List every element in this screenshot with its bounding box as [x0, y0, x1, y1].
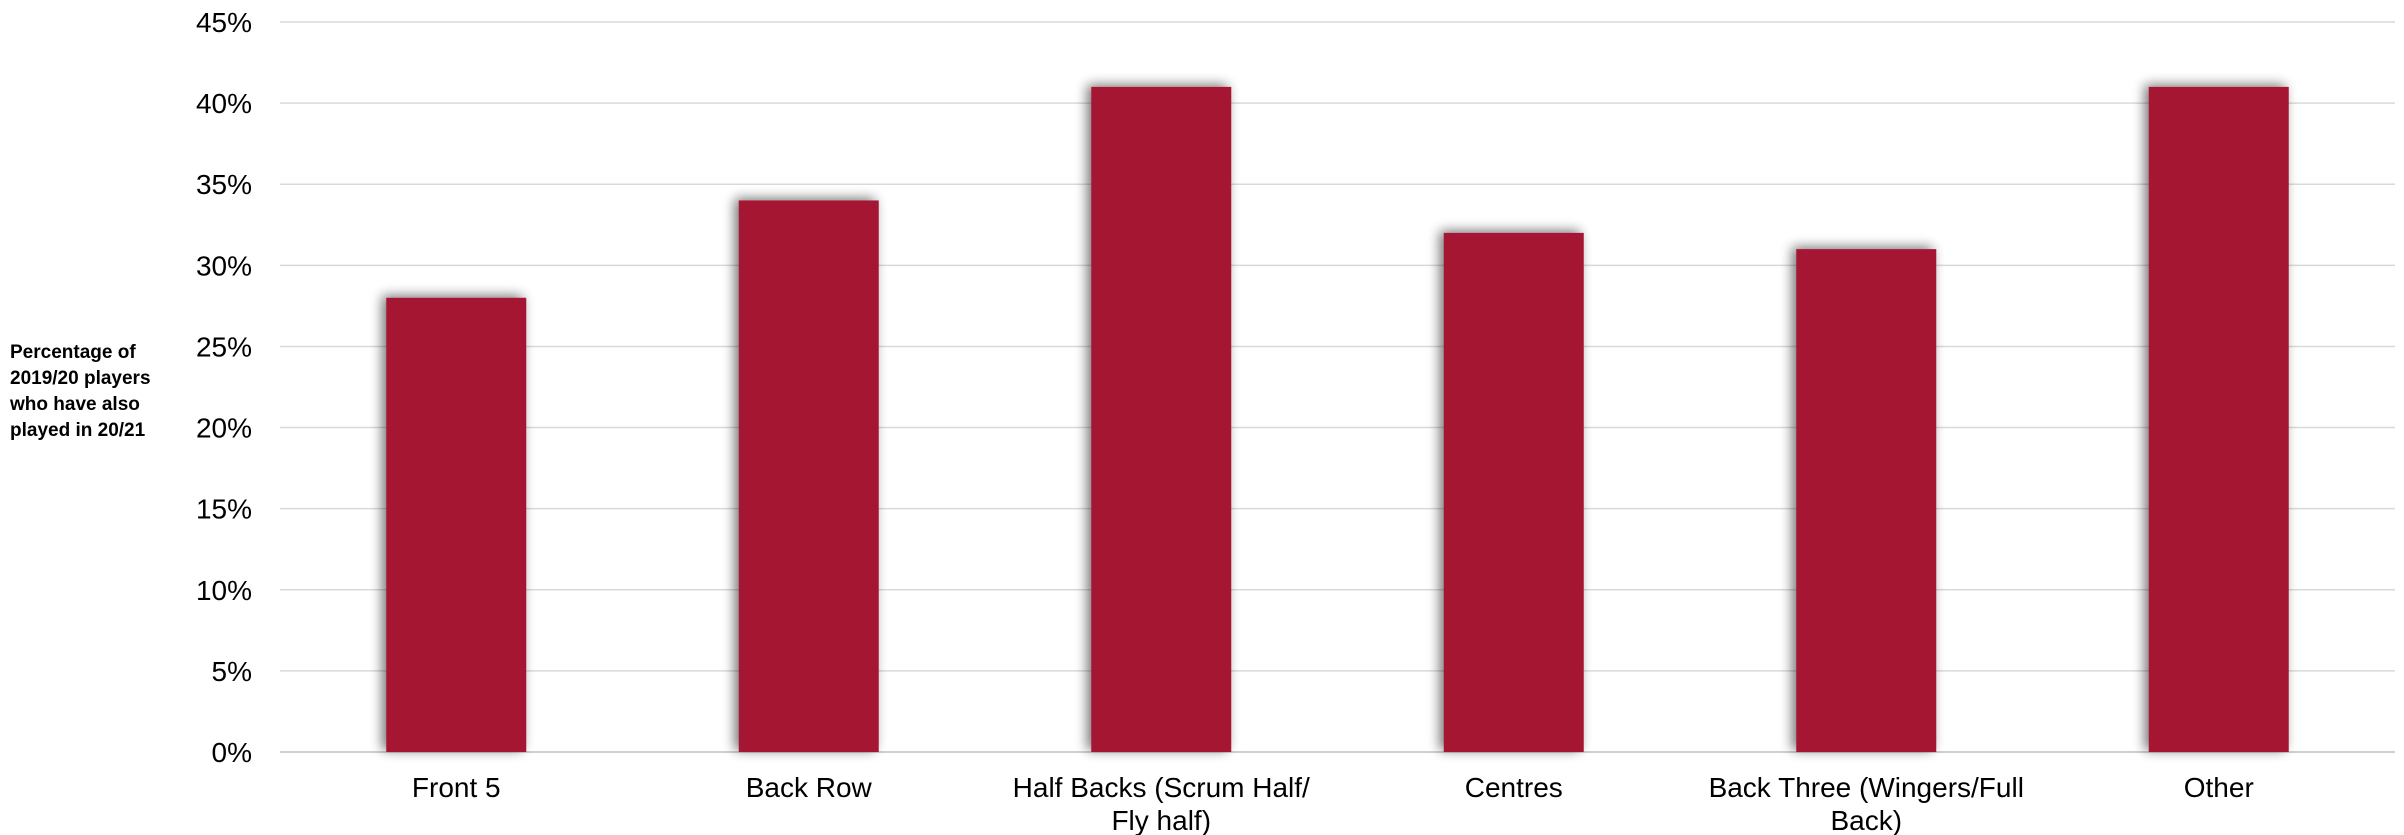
x-tick-label: Back Row: [746, 772, 873, 803]
y-tick-label: 10%: [196, 575, 252, 606]
x-tick-label: Centres: [1465, 772, 1563, 803]
bar: [1443, 232, 1584, 752]
bar: [386, 297, 527, 752]
x-tick-label: Front 5: [412, 772, 501, 803]
bar: [1796, 249, 1937, 752]
x-tick-label: Back Three (Wingers/Full Back): [1709, 772, 2024, 835]
y-tick-label: 20%: [196, 413, 252, 444]
x-tick-label: Other: [2184, 772, 2254, 803]
y-tick-label: 40%: [196, 88, 252, 119]
y-tick-label: 15%: [196, 494, 252, 525]
y-tick-label: 5%: [212, 656, 252, 687]
y-tick-label: 25%: [196, 331, 252, 362]
bar: [1091, 86, 1232, 752]
x-axis-labels: Front 5 Back Row Half Backs (Scrum Half/Fl…: [412, 772, 2254, 835]
y-tick-label: 45%: [196, 7, 252, 38]
y-axis-ticks: 0% 5% 10% 15% 20% 25% 30% 35% 40% 45%: [196, 7, 252, 768]
gridlines: [280, 21, 2395, 753]
y-tick-label: 35%: [196, 169, 252, 200]
y-axis-label: Percentage of 2019/20 players who have a…: [10, 342, 151, 441]
bar: [738, 200, 879, 752]
bars: [386, 86, 2289, 752]
y-tick-label: 0%: [212, 737, 252, 768]
bar: [2148, 86, 2289, 752]
x-tick-label: Half Backs (Scrum Half/Fly half): [1013, 772, 1310, 835]
y-tick-label: 30%: [196, 250, 252, 281]
